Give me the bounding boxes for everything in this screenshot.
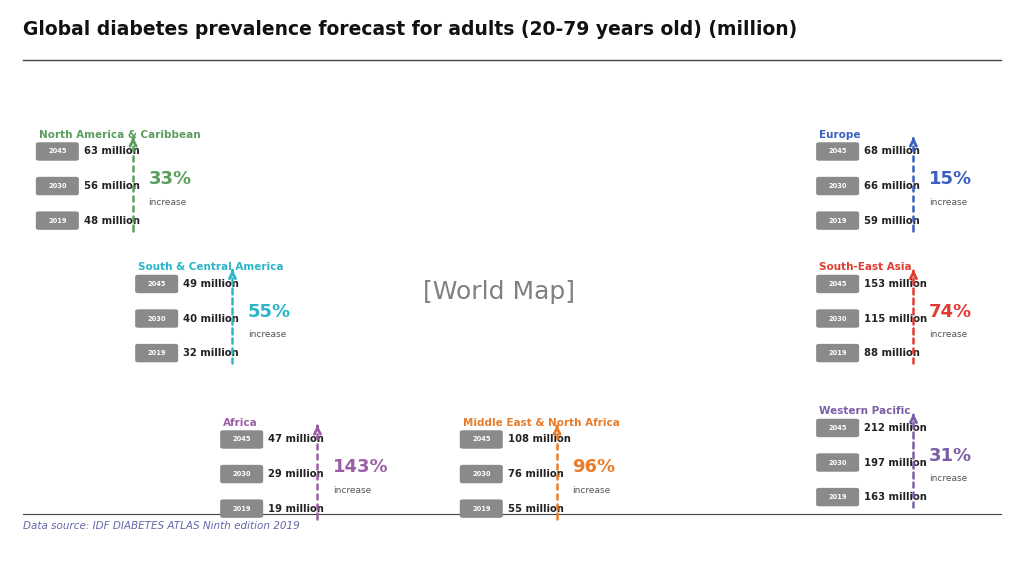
Text: increase: increase [572, 486, 610, 495]
Text: 66 million: 66 million [864, 181, 921, 191]
Text: Africa: Africa [223, 418, 258, 427]
Text: 2030: 2030 [232, 471, 251, 477]
FancyBboxPatch shape [816, 309, 859, 328]
FancyBboxPatch shape [816, 142, 859, 161]
Text: 2045: 2045 [48, 149, 67, 154]
Text: 2030: 2030 [48, 183, 67, 189]
Text: 197 million: 197 million [864, 457, 927, 468]
FancyBboxPatch shape [135, 344, 178, 362]
Text: North America & Caribbean: North America & Caribbean [39, 130, 201, 139]
Text: 2045: 2045 [828, 425, 847, 431]
Text: South & Central America: South & Central America [138, 262, 284, 272]
FancyBboxPatch shape [816, 453, 859, 472]
Text: Middle East & North Africa: Middle East & North Africa [463, 418, 620, 427]
Text: 68 million: 68 million [864, 146, 921, 157]
FancyBboxPatch shape [135, 275, 178, 293]
Text: 163 million: 163 million [864, 492, 927, 502]
Text: increase: increase [333, 486, 371, 495]
Text: Global diabetes prevalence forecast for adults (20-79 years old) (million): Global diabetes prevalence forecast for … [23, 20, 797, 39]
Text: 29 million: 29 million [268, 469, 324, 479]
FancyBboxPatch shape [816, 419, 859, 437]
Text: 56 million: 56 million [84, 181, 140, 191]
Text: [World Map]: [World Map] [423, 281, 575, 304]
Text: 59 million: 59 million [864, 215, 920, 226]
FancyBboxPatch shape [220, 430, 263, 449]
Text: 115 million: 115 million [864, 313, 928, 324]
FancyBboxPatch shape [816, 275, 859, 293]
FancyBboxPatch shape [220, 465, 263, 483]
Text: 2019: 2019 [828, 494, 847, 500]
Text: 2030: 2030 [472, 471, 490, 477]
Text: 2045: 2045 [828, 281, 847, 287]
Text: 143%: 143% [333, 458, 388, 476]
Text: 2030: 2030 [828, 183, 847, 189]
FancyBboxPatch shape [36, 142, 79, 161]
FancyBboxPatch shape [816, 488, 859, 506]
Text: Europe: Europe [819, 130, 861, 139]
Text: 88 million: 88 million [864, 348, 921, 358]
Text: 212 million: 212 million [864, 423, 927, 433]
Text: 15%: 15% [929, 170, 972, 188]
Text: 2019: 2019 [828, 350, 847, 356]
Text: 2030: 2030 [828, 460, 847, 465]
Text: 2019: 2019 [232, 506, 251, 511]
Text: 40 million: 40 million [183, 313, 240, 324]
Text: 2019: 2019 [147, 350, 166, 356]
Text: 33%: 33% [148, 170, 191, 188]
Text: 55%: 55% [248, 302, 291, 321]
Text: 2045: 2045 [828, 149, 847, 154]
Text: 49 million: 49 million [183, 279, 240, 289]
FancyBboxPatch shape [460, 499, 503, 518]
FancyBboxPatch shape [36, 211, 79, 230]
Text: Western Pacific: Western Pacific [819, 406, 910, 416]
Text: 32 million: 32 million [183, 348, 239, 358]
FancyBboxPatch shape [36, 177, 79, 195]
Text: 153 million: 153 million [864, 279, 927, 289]
Text: 2045: 2045 [472, 437, 490, 442]
Text: 108 million: 108 million [508, 434, 570, 445]
Text: 47 million: 47 million [268, 434, 325, 445]
FancyBboxPatch shape [220, 499, 263, 518]
Text: 2030: 2030 [147, 316, 166, 321]
FancyBboxPatch shape [460, 430, 503, 449]
Text: 63 million: 63 million [84, 146, 139, 157]
FancyBboxPatch shape [460, 465, 503, 483]
FancyBboxPatch shape [816, 211, 859, 230]
FancyBboxPatch shape [816, 177, 859, 195]
Text: 96%: 96% [572, 458, 615, 476]
Text: 74%: 74% [929, 302, 972, 321]
Text: 2019: 2019 [828, 218, 847, 223]
Text: 48 million: 48 million [84, 215, 140, 226]
Text: 2030: 2030 [828, 316, 847, 321]
Text: increase: increase [929, 198, 967, 207]
FancyBboxPatch shape [816, 344, 859, 362]
Text: increase: increase [148, 198, 186, 207]
Text: increase: increase [929, 330, 967, 339]
Text: 31%: 31% [929, 446, 972, 465]
Text: 55 million: 55 million [508, 503, 564, 514]
Text: 2045: 2045 [147, 281, 166, 287]
Text: 2019: 2019 [48, 218, 67, 223]
Text: 2045: 2045 [232, 437, 251, 442]
Text: increase: increase [929, 474, 967, 483]
Text: 2019: 2019 [472, 506, 490, 511]
Text: Data source: IDF DIABETES ATLAS Ninth edition 2019: Data source: IDF DIABETES ATLAS Ninth ed… [23, 521, 299, 531]
Text: increase: increase [248, 330, 286, 339]
FancyBboxPatch shape [135, 309, 178, 328]
Text: South-East Asia: South-East Asia [819, 262, 911, 272]
Text: 19 million: 19 million [268, 503, 325, 514]
Text: 76 million: 76 million [508, 469, 563, 479]
